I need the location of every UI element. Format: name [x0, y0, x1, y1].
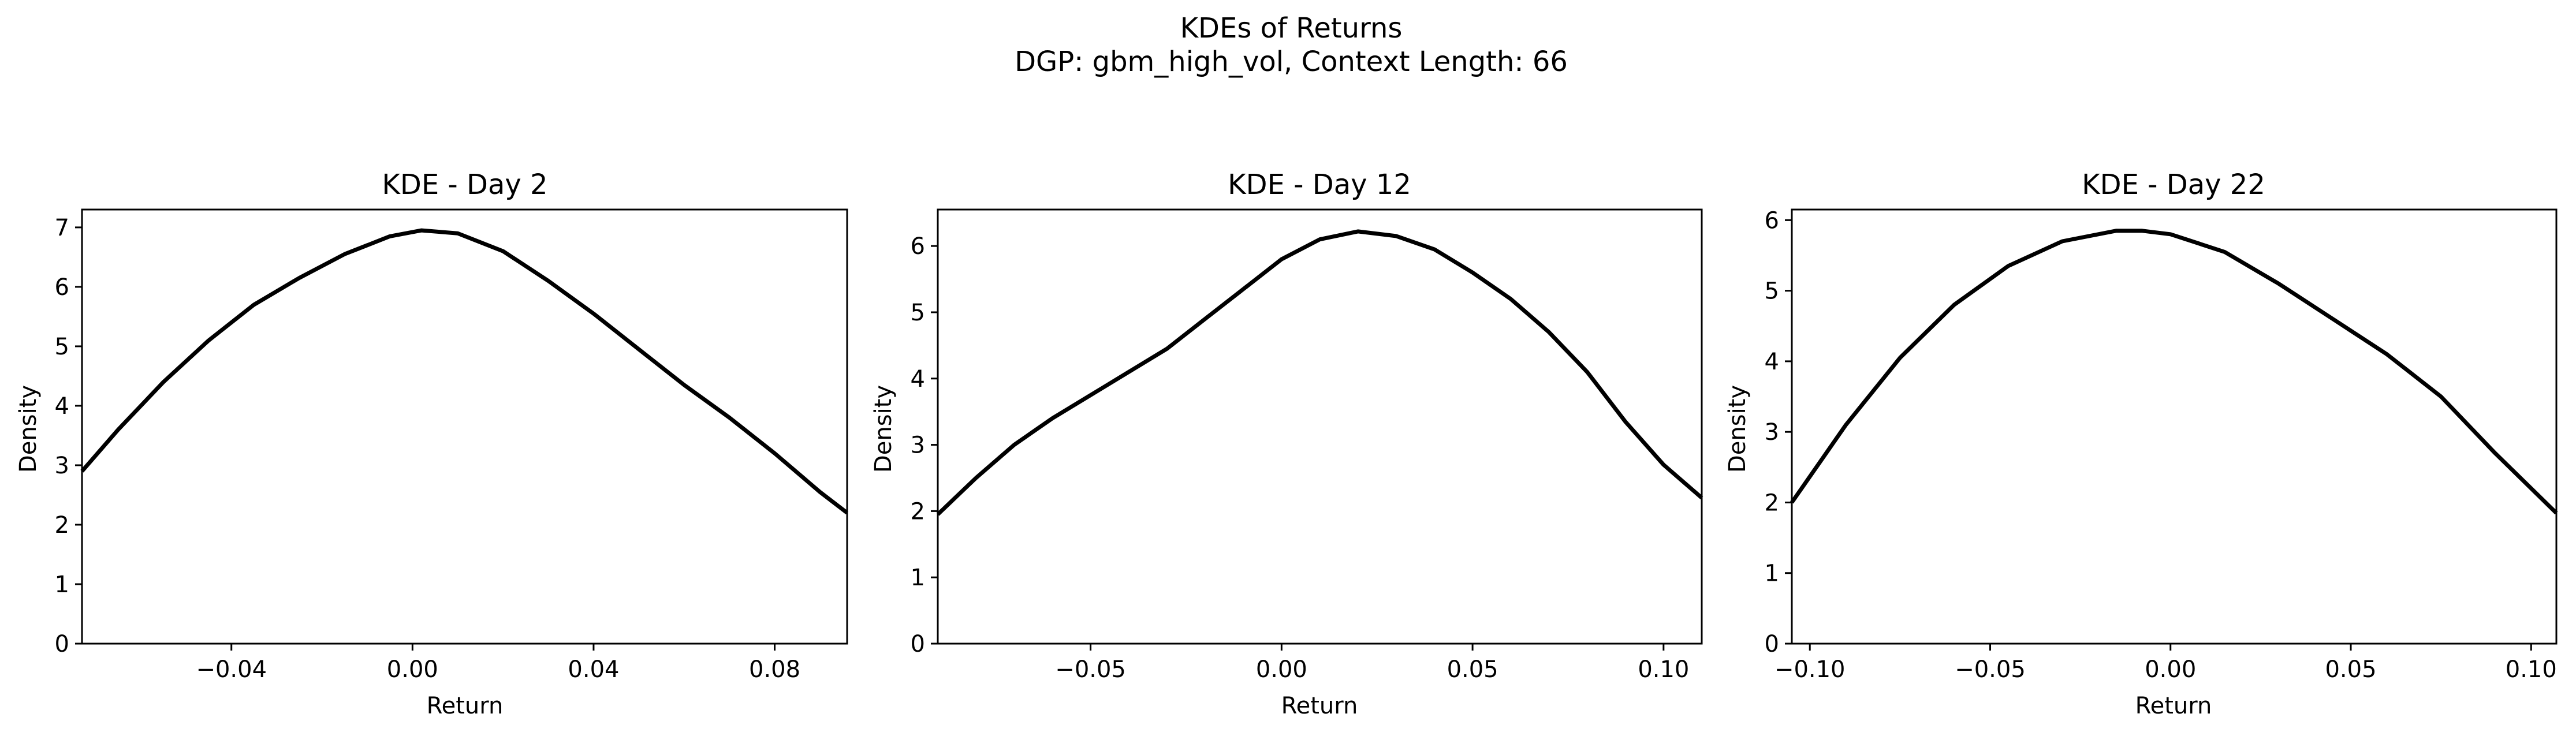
y-tick-label: 0 — [911, 631, 925, 657]
y-tick-label: 5 — [55, 334, 69, 360]
x-tick-label: 0.10 — [2506, 656, 2557, 683]
y-tick-label: 2 — [911, 498, 925, 525]
x-tick-label: −0.10 — [1775, 656, 1846, 683]
y-tick-label: 2 — [1765, 490, 1779, 516]
figure-subtitle: DGP: gbm_high_vol, Context Length: 66 — [1015, 46, 1568, 78]
tick-group: −0.04 0.00 0.04 0.08 0 1 2 3 4 5 6 7 — [55, 215, 801, 683]
panel-title: KDE - Day 22 — [2082, 169, 2265, 201]
x-axis-label: Return — [2135, 693, 2212, 719]
y-tick-label: 3 — [1765, 419, 1779, 446]
panel-title: KDE - Day 12 — [1228, 169, 1411, 201]
axes-frame — [937, 208, 1703, 645]
panel-title: KDE - Day 2 — [382, 169, 547, 201]
x-tick-label: 0.10 — [1638, 656, 1689, 683]
x-tick-label: 0.00 — [2145, 656, 2196, 683]
x-tick-label: −0.05 — [1055, 656, 1126, 683]
x-tick-label: 0.05 — [1447, 656, 1498, 683]
y-tick-label: 4 — [911, 366, 925, 393]
kde-panel-day-22: KDE - Day 22 Return Density −0.10 −0.05 0.… — [1724, 169, 2558, 719]
y-tick-label: 1 — [55, 571, 69, 598]
y-tick-label: 6 — [1765, 207, 1779, 234]
y-tick-label: 5 — [911, 300, 925, 326]
kde-curve — [80, 228, 849, 515]
y-axis-label: Density — [870, 385, 897, 473]
x-tick-label: 0.08 — [749, 656, 800, 683]
kde-panel-day-12: KDE - Day 12 Return Density −0.05 0.00 0.0… — [870, 169, 1703, 719]
x-axis-label: Return — [1281, 693, 1358, 719]
x-tick-label: 0.04 — [568, 656, 619, 683]
kde-curve — [1790, 229, 2558, 515]
y-tick-label: 3 — [911, 432, 925, 459]
x-axis-label: Return — [427, 693, 504, 719]
y-tick-label: 1 — [1765, 561, 1779, 587]
tick-group: −0.10 −0.05 0.00 0.05 0.10 0 1 2 3 4 5 6 — [1765, 207, 2557, 683]
tick-group: −0.05 0.00 0.05 0.10 0 1 2 3 4 5 6 — [911, 233, 1690, 683]
y-tick-label: 7 — [55, 215, 69, 241]
axes-frame — [81, 208, 848, 645]
figure-title: KDEs of Returns — [1180, 12, 1403, 44]
y-tick-label: 0 — [1765, 631, 1779, 657]
x-tick-label: −0.05 — [1955, 656, 2026, 683]
y-tick-label: 2 — [55, 512, 69, 539]
y-tick-label: 1 — [911, 565, 925, 591]
y-tick-label: 4 — [1765, 349, 1779, 375]
y-tick-label: 3 — [55, 453, 69, 479]
y-tick-label: 5 — [1765, 278, 1779, 305]
kde-panel-day-2: KDE - Day 2 Return Density −0.04 0.00 0.04… — [15, 169, 849, 719]
y-tick-label: 6 — [911, 233, 925, 260]
kde-curve — [936, 229, 1703, 516]
y-tick-label: 4 — [55, 393, 69, 420]
x-tick-label: 0.00 — [1256, 656, 1307, 683]
y-axis-label: Density — [1724, 385, 1751, 473]
y-tick-label: 6 — [55, 274, 69, 301]
x-tick-label: 0.00 — [387, 656, 438, 683]
x-tick-label: −0.04 — [196, 656, 267, 683]
y-axis-label: Density — [15, 385, 42, 473]
y-tick-label: 0 — [55, 631, 69, 657]
axes-frame — [1791, 208, 2558, 645]
x-tick-label: 0.05 — [2325, 656, 2376, 683]
